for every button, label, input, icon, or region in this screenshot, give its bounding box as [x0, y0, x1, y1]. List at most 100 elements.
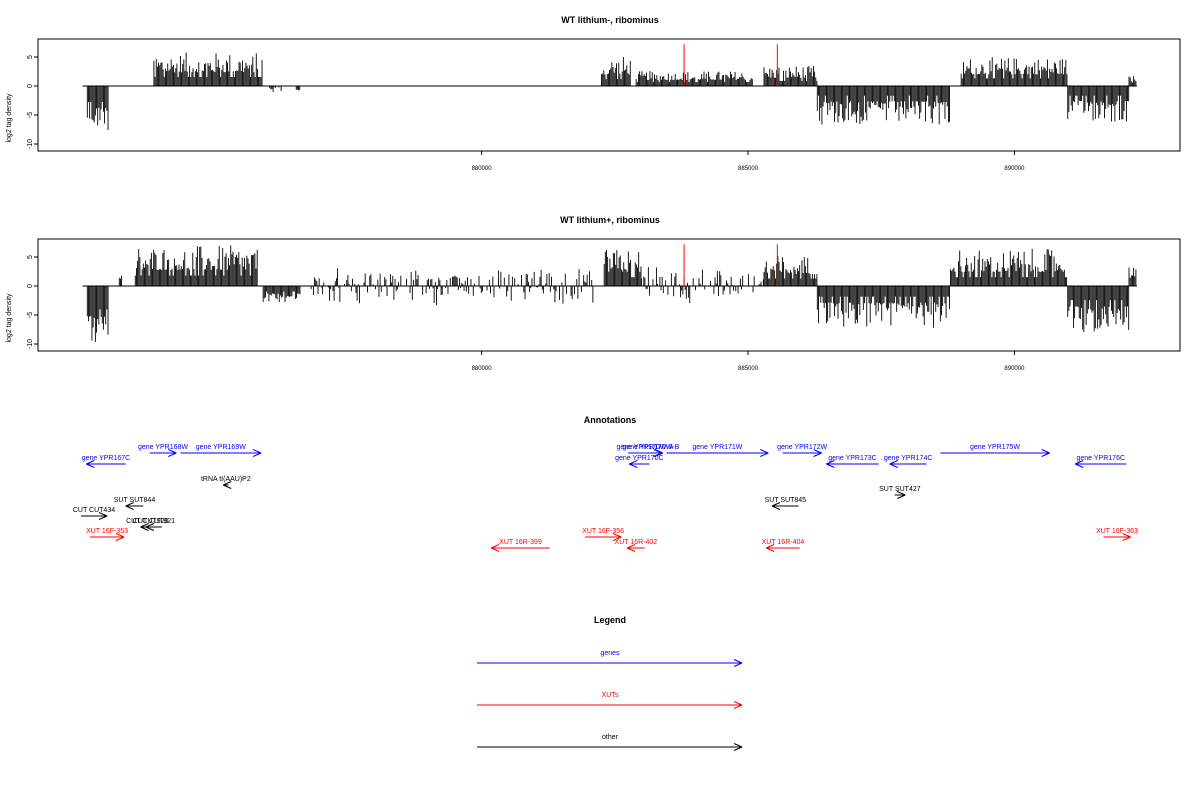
annotation-label: XUT 16F-353: [86, 528, 128, 535]
feature-arrow-head: [733, 704, 743, 709]
feature-arrow-head: [654, 452, 663, 457]
feature-arrow-head: [629, 463, 638, 468]
annotation-feature: gene YPR169W: [180, 444, 262, 457]
feature-arrow-head: [145, 526, 155, 531]
annotation-features: gene YPR167C gene YPR168W gene YPR169W tRNA…: [73, 444, 1138, 552]
feature-arrow-head: [826, 463, 835, 468]
x-tick-label: 885000: [738, 366, 759, 372]
feature-arrow-head: [613, 533, 622, 538]
annotations-title: Annotations: [584, 415, 637, 425]
feature-arrow-head: [765, 547, 775, 552]
feature-arrow-head: [125, 502, 134, 507]
x-ticks: 880000 885000 890000: [472, 151, 1025, 172]
feature-arrow-head: [252, 449, 262, 454]
density-panel-lithium-minus: WT lithium-, ribominus log2 tag density …: [6, 15, 1181, 172]
annotation-feature: gene YPR175W: [940, 444, 1050, 457]
legend-items: genes XUTs other: [477, 650, 743, 751]
legend: Legend genes XUTs other: [477, 615, 743, 751]
annotation-feature: gene YPR172W: [777, 444, 828, 457]
feature-arrow-head: [98, 515, 108, 520]
annotation-feature: gene YPR174C: [884, 455, 933, 468]
annotation-feature: gene YPR170W-B: [622, 444, 680, 457]
feature-arrow-head: [733, 746, 743, 751]
annotation-label: SUT SUT845: [765, 497, 807, 504]
annotation-label: gene YPR175W: [970, 444, 1020, 451]
feature-arrow-head: [626, 544, 636, 549]
annotation-label: gene YPR176C: [1077, 455, 1126, 462]
feature-arrow-head: [1041, 452, 1050, 457]
annotation-label: SUT SUT427: [879, 486, 921, 493]
annotation-feature: SUT SUT845: [765, 497, 807, 510]
feature-arrow-head: [1122, 533, 1131, 538]
annotation-feature: SUT SUT844: [114, 497, 156, 510]
feature-arrow-head: [613, 536, 622, 541]
density-bars: [82, 245, 1137, 343]
panel-title: WT lithium+, ribominus: [560, 215, 660, 225]
annotation-label: gene YPR174C: [884, 455, 933, 462]
feature-arrow-head: [771, 502, 781, 507]
feature-arrow-head: [733, 659, 743, 664]
feature-arrow-head: [813, 449, 822, 454]
annotation-feature: gene YPR173C: [826, 455, 879, 468]
annotation-label: gene YPR171W: [692, 444, 742, 451]
annotation-label: CUT CUT434: [73, 507, 115, 514]
annotation-label: XUT 16R-404: [762, 539, 805, 546]
panel-title: WT lithium-, ribominus: [561, 15, 659, 25]
annotation-feature: gene YPR171W: [666, 444, 769, 457]
annotation-feature: gene YPR167C: [82, 455, 131, 468]
annotation-label: gene YPR168W: [138, 444, 188, 451]
annotation-feature: XUT 16F-356: [582, 528, 624, 541]
feature-arrow-head: [98, 512, 108, 517]
x-tick-label: 890000: [1004, 166, 1025, 172]
annotation-feature: gene YPR168W: [138, 444, 188, 457]
feature-arrow-head: [897, 491, 906, 496]
annotation-feature: XUT 16R-402: [615, 539, 658, 552]
feature-arrow-head: [145, 523, 155, 528]
annotation-label: CUT CUT920: [126, 518, 168, 525]
feature-arrow-head: [222, 481, 232, 486]
y-tick-label: 0: [27, 284, 34, 288]
feature-arrow-head: [765, 544, 775, 549]
feature-arrow-head: [168, 452, 177, 457]
annotation-label: SUT SUT844: [114, 497, 156, 504]
annotation-feature: tRNA tI(AAU)P2: [201, 476, 251, 489]
y-tick-label: -5: [27, 312, 34, 318]
feature-arrow-head: [826, 460, 835, 465]
y-tick-label: 5: [27, 55, 34, 59]
feature-arrow-head: [140, 526, 149, 531]
annotation-label: gene YPR169W: [196, 444, 246, 451]
feature-arrow-head: [733, 662, 743, 667]
legend-label: other: [602, 734, 619, 741]
feature-arrow-head: [626, 547, 636, 552]
feature-arrow-head: [252, 452, 262, 457]
annotation-feature: XUT 16R-399: [491, 539, 550, 552]
y-axis-label: log2 tag density: [6, 93, 13, 143]
plot-frame: [37, 238, 1181, 352]
feature-arrow-head: [889, 460, 898, 465]
annotation-label: gene YPR170W-B: [622, 444, 679, 451]
y-ticks: -10 -5 0 5: [27, 255, 38, 349]
density-bars: [82, 52, 1137, 130]
feature-arrow-head: [813, 452, 822, 457]
y-ticks: -10 -5 0 5: [27, 55, 38, 149]
feature-arrow-head: [115, 533, 125, 538]
density-panel-lithium-plus: WT lithium+, ribominus log2 tag density …: [6, 215, 1181, 372]
feature-arrow-head: [168, 449, 177, 454]
feature-arrow-head: [733, 701, 743, 706]
annotation-label: gene YPR167C: [82, 455, 131, 462]
y-tick-label: -10: [27, 339, 34, 349]
feature-arrow-head: [491, 547, 500, 552]
feature-arrow-head: [1041, 449, 1050, 454]
feature-arrow-head: [1122, 536, 1131, 541]
annotation-label: CUT CUT921: [133, 518, 175, 525]
feature-arrow-head: [1074, 463, 1084, 468]
annotation-label: XUT 16R-402: [615, 539, 658, 546]
x-tick-label: 880000: [472, 166, 493, 172]
annotation-label: tRNA tI(AAU)P2: [201, 476, 251, 483]
feature-arrow-head: [897, 494, 906, 499]
feature-arrow-head: [733, 743, 743, 748]
feature-arrow-head: [86, 463, 95, 468]
annotation-feature: CUT CUT921: [133, 518, 175, 531]
feature-arrow-head: [1074, 460, 1084, 465]
